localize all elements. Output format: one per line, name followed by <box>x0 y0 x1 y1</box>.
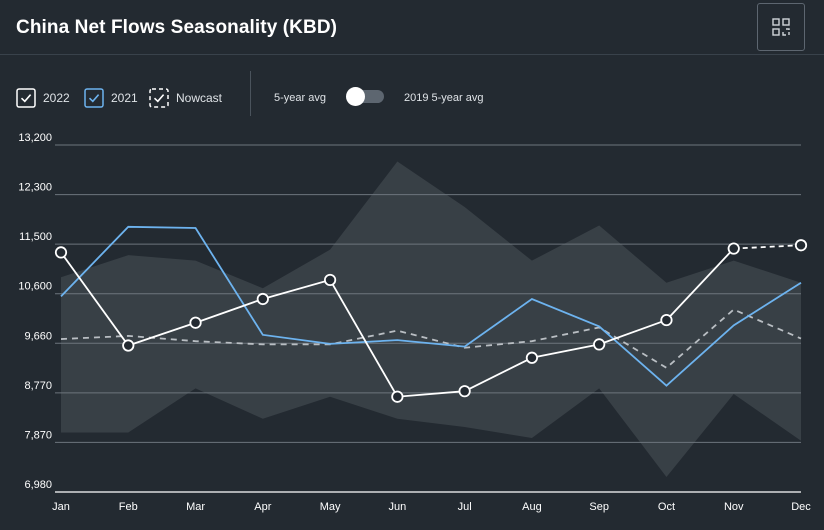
legend-label-nowcast: Nowcast <box>176 91 223 105</box>
series-2022-point <box>189 316 202 329</box>
checkbox-checked-icon <box>84 88 104 108</box>
checkbox-dashed-checked-icon <box>149 88 169 108</box>
header-divider <box>0 54 824 55</box>
y-tick-label: 9,660 <box>24 330 52 342</box>
series-2022-point <box>593 338 606 351</box>
legend-label-2021: 2021 <box>111 91 138 105</box>
x-tick-label: Oct <box>658 501 675 513</box>
y-tick-label: 7,870 <box>24 429 52 441</box>
x-tick-label: Nov <box>724 501 744 513</box>
seasonality-chart: 6,980 7,870 8,770 9,660 10,600 11,500 12,300 13… <box>18 132 811 513</box>
series-2022-point <box>256 292 269 306</box>
y-tick-label: 13,200 <box>18 132 52 144</box>
x-tick-label: Dec <box>791 501 811 513</box>
series-2022-point <box>660 313 673 327</box>
series-2022-point <box>54 246 68 259</box>
y-tick-label: 6,980 <box>24 479 52 491</box>
x-tick-label: Sep <box>589 501 609 513</box>
x-tick-label: Jan <box>52 501 70 513</box>
toggle-knob <box>346 87 365 106</box>
legend-item-2022[interactable]: 2022 <box>16 88 70 108</box>
series-nowcast-point <box>794 239 808 252</box>
layout-button[interactable] <box>757 3 805 51</box>
checkbox-checked-icon <box>16 88 36 108</box>
controls-divider <box>250 71 251 116</box>
series-5yr-avg-line <box>60 308 802 369</box>
x-tick-label: Jul <box>458 501 472 513</box>
y-tick-label: 8,770 <box>24 380 52 392</box>
avg-toggle[interactable] <box>346 87 384 106</box>
series-2021-line <box>60 225 802 387</box>
y-tick-label: 10,600 <box>18 281 52 293</box>
series-2022-point <box>525 351 539 364</box>
y-tick-label: 11,500 <box>19 231 52 243</box>
page-title: China Net Flows Seasonality (KBD) <box>16 17 338 38</box>
toggle-label-5yr: 5-year avg <box>274 92 326 104</box>
series-2022-point <box>122 339 135 352</box>
x-tick-label: Mar <box>186 501 205 513</box>
legend-item-2021[interactable]: 2021 <box>84 88 138 108</box>
x-tick-label: May <box>320 501 341 513</box>
grid-layout-icon <box>772 18 790 36</box>
series-nowcast-dashed-line <box>733 244 802 250</box>
series-2022-line <box>60 251 667 398</box>
series-nowcast-line <box>665 247 735 321</box>
legend-controls: 2022 2021 Nowcast <box>0 84 824 112</box>
x-tick-label: Feb <box>119 501 138 513</box>
x-tick-label: Jun <box>388 501 406 513</box>
x-tick-label: Apr <box>254 501 271 513</box>
series-2022-point <box>323 273 337 287</box>
range-band <box>61 161 801 477</box>
legend-label-2022: 2022 <box>43 91 70 105</box>
series-2022-point <box>391 390 404 403</box>
series-2022-point <box>458 385 471 398</box>
series-nowcast-point <box>727 242 740 255</box>
y-tick-label: 12,300 <box>18 182 52 194</box>
toggle-label-2019: 2019 5-year avg <box>404 92 484 104</box>
legend-item-nowcast[interactable]: Nowcast <box>149 88 222 108</box>
x-tick-label: Aug <box>522 501 542 513</box>
